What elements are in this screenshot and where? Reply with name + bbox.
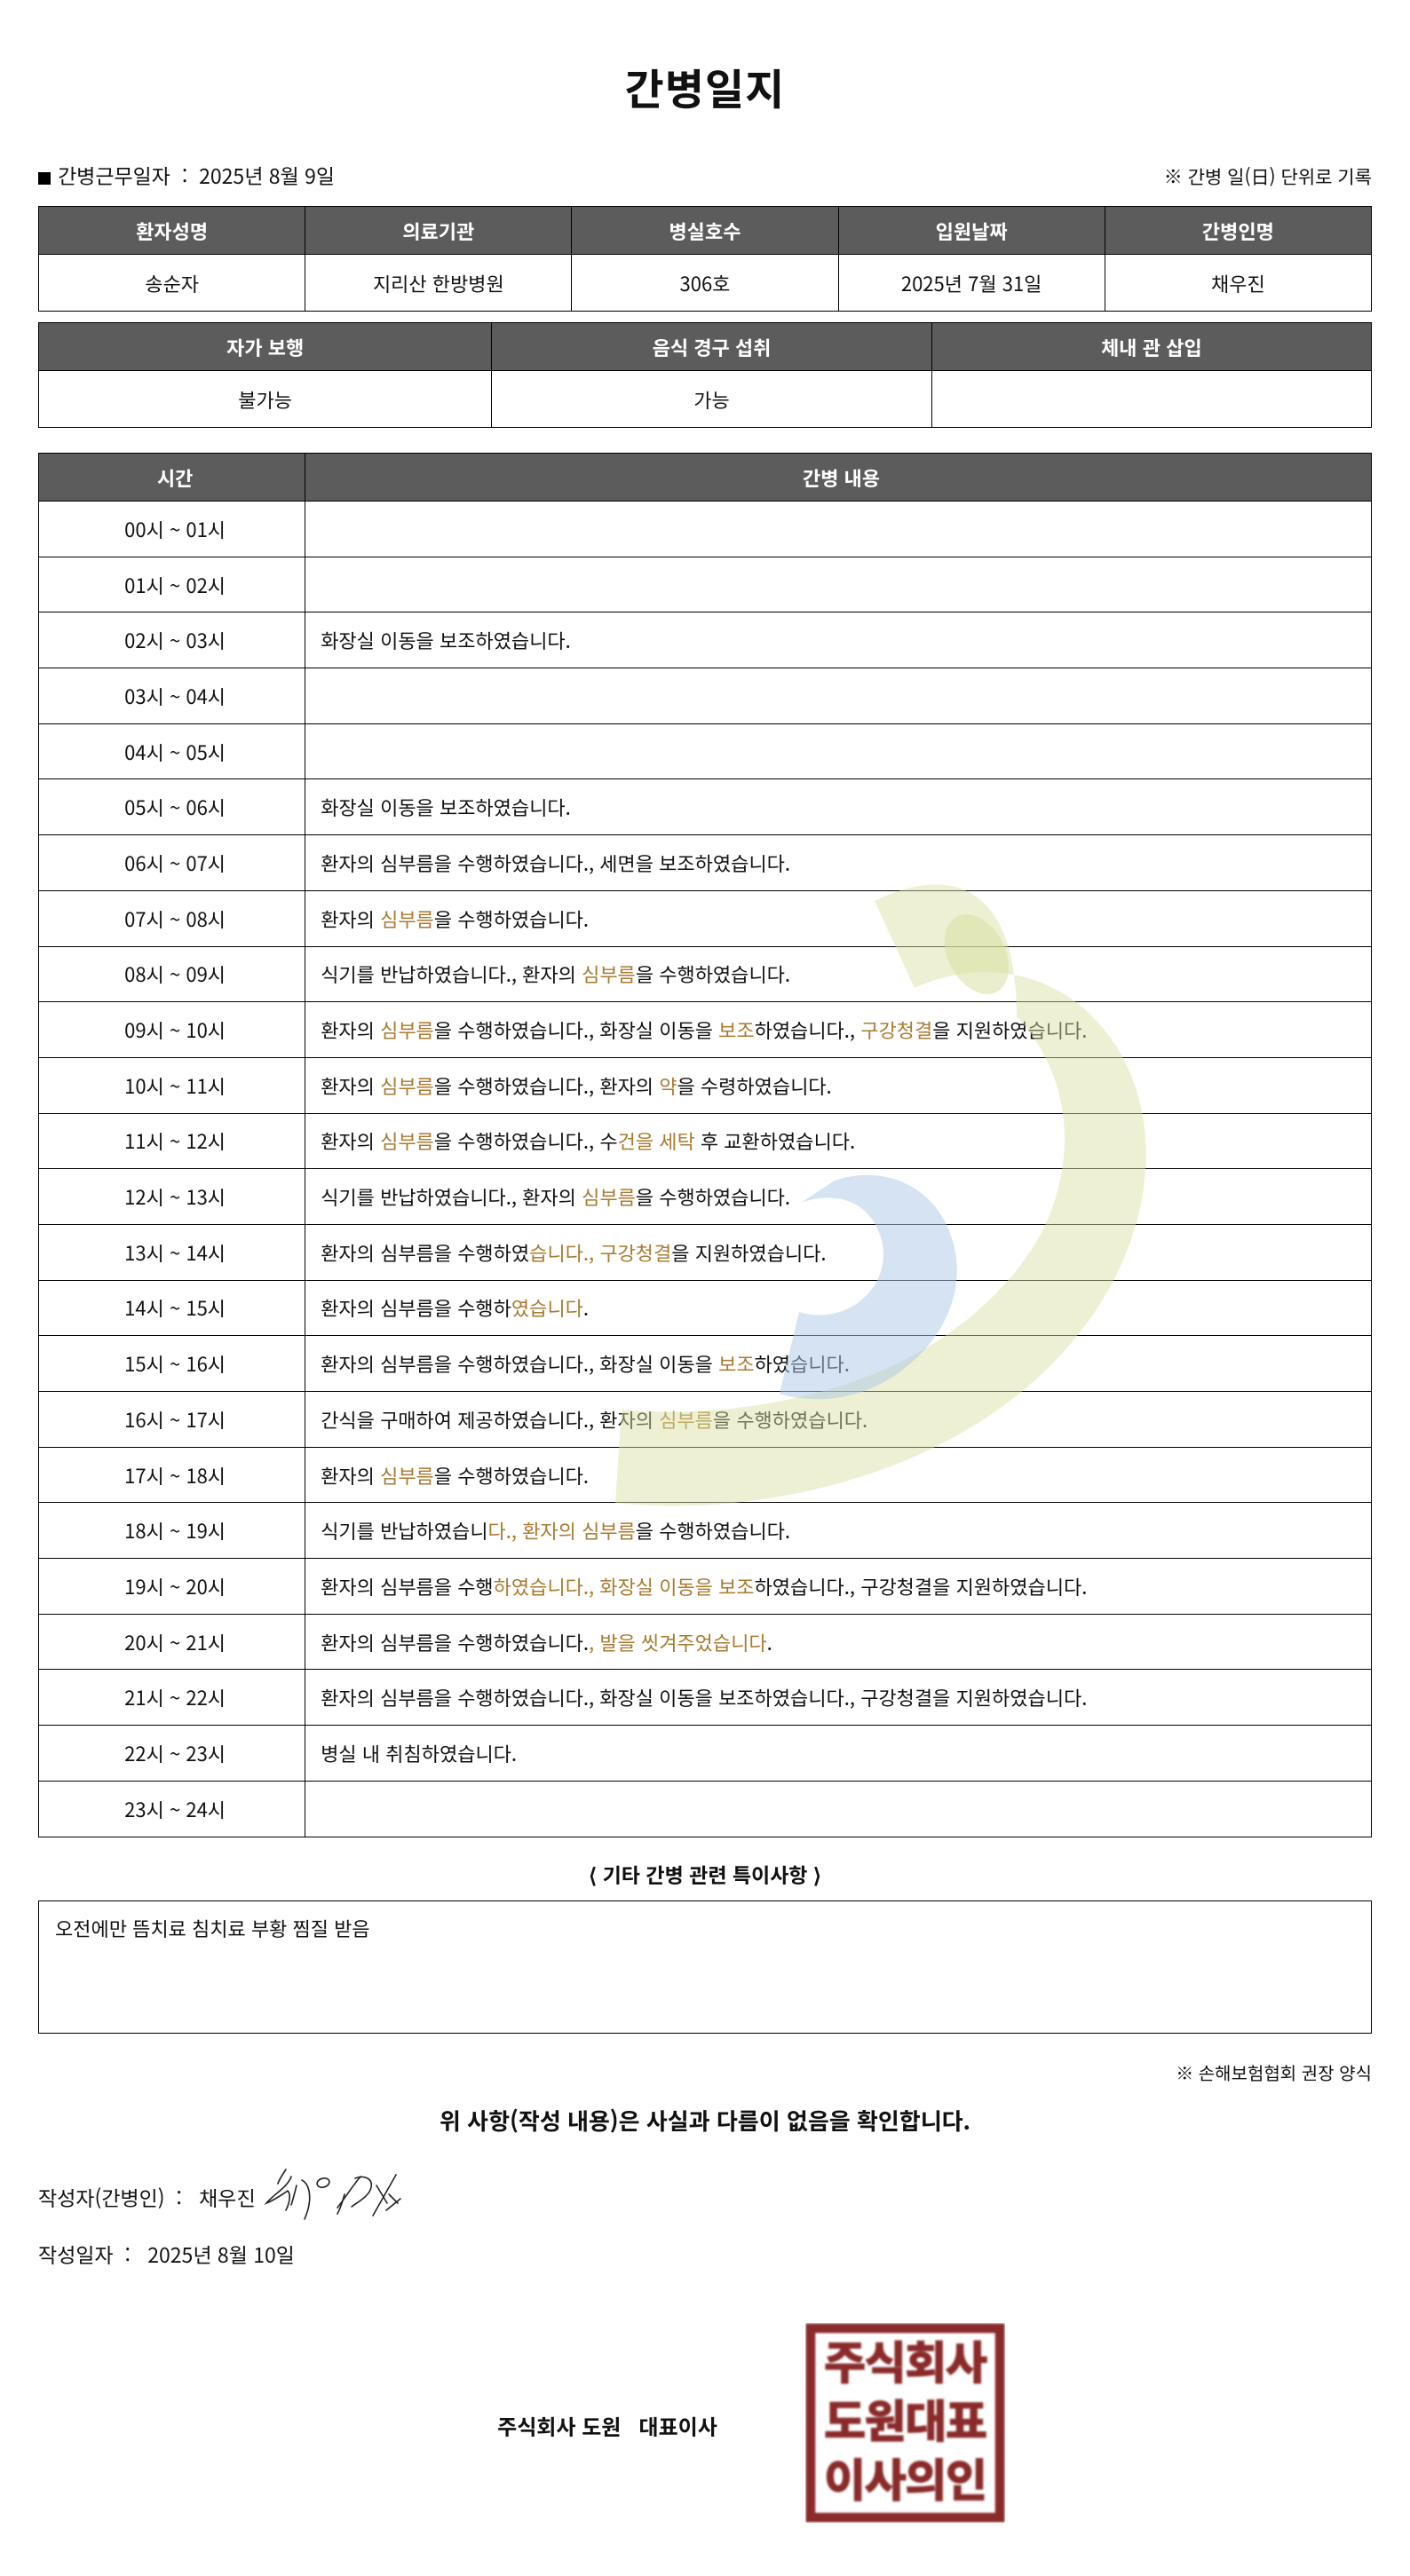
- svg-text:이사의인: 이사의인: [824, 2444, 986, 2509]
- svg-text:도원대표: 도원대표: [824, 2385, 986, 2451]
- svg-text:주식회사: 주식회사: [824, 2326, 986, 2391]
